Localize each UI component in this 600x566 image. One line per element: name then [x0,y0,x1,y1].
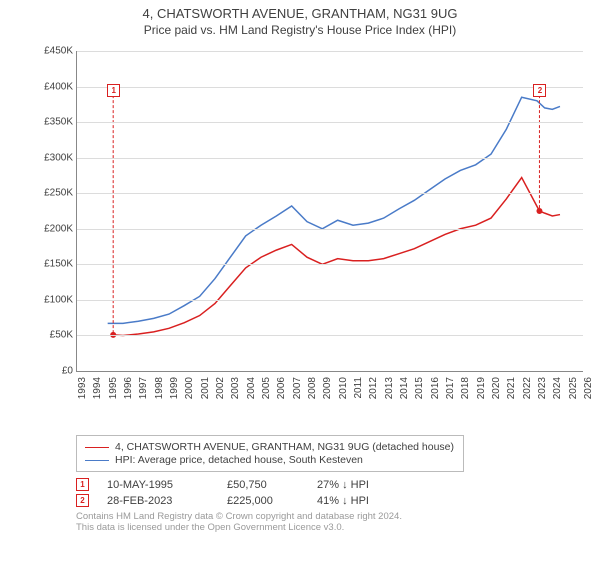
x-axis-label: 2018 [460,377,471,407]
transaction-delta: 41% ↓ HPI [317,495,417,507]
x-axis-label: 2016 [430,377,441,407]
x-axis-label: 2004 [246,377,257,407]
x-axis-label: 2023 [537,377,548,407]
x-axis-label: 2002 [215,377,226,407]
plot-region: £0£50K£100K£150K£200K£250K£300K£350K£400… [76,51,583,372]
x-axis-label: 2021 [506,377,517,407]
x-axis-label: 2020 [491,377,502,407]
x-axis-label: 2026 [583,377,594,407]
y-axis-label: £50K [35,330,73,341]
y-axis-label: £100K [35,294,73,305]
gridline [77,122,583,123]
y-axis-label: £0 [35,366,73,377]
gridline [77,335,583,336]
transaction-price: £50,750 [227,479,317,491]
legend-item: HPI: Average price, detached house, Sout… [85,454,455,466]
legend: 4, CHATSWORTH AVENUE, GRANTHAM, NG31 9UG… [76,435,464,472]
x-axis-label: 2019 [476,377,487,407]
marker-dot [536,208,542,214]
x-axis-label: 2010 [338,377,349,407]
gridline [77,51,583,52]
legend-label: 4, CHATSWORTH AVENUE, GRANTHAM, NG31 9UG… [115,441,454,453]
transaction-marker: 2 [76,494,89,507]
gridline [77,193,583,194]
x-axis-label: 1999 [169,377,180,407]
series-line-hpi [108,97,560,323]
x-axis-label: 1993 [77,377,88,407]
transaction-date: 28-FEB-2023 [107,495,227,507]
x-axis-label: 1996 [123,377,134,407]
x-axis-label: 2015 [414,377,425,407]
footer-line-1: Contains HM Land Registry data © Crown c… [76,511,600,522]
footer: Contains HM Land Registry data © Crown c… [76,511,600,534]
y-axis-label: £150K [35,259,73,270]
x-axis-label: 2000 [184,377,195,407]
x-axis-label: 1995 [108,377,119,407]
marker-box: 2 [533,84,546,97]
x-axis-label: 2005 [261,377,272,407]
transaction-marker: 1 [76,478,89,491]
legend-swatch [85,460,109,461]
x-axis-label: 2008 [307,377,318,407]
x-axis-label: 2003 [230,377,241,407]
marker-box: 1 [107,84,120,97]
x-axis-label: 2013 [384,377,395,407]
x-axis-label: 1994 [92,377,103,407]
legend-swatch [85,447,109,448]
y-axis-label: £400K [35,81,73,92]
x-axis-label: 2017 [445,377,456,407]
chart-container: 4, CHATSWORTH AVENUE, GRANTHAM, NG31 9UG… [0,6,600,566]
chart-area: £0 £50K £100K £150K £200K £250K £300K £350K £400… [36,41,596,401]
x-axis-label: 2024 [552,377,563,407]
x-axis-label: 2012 [368,377,379,407]
transaction-price: £225,000 [227,495,317,507]
x-axis-label: 2011 [353,377,364,407]
legend-item: 4, CHATSWORTH AVENUE, GRANTHAM, NG31 9UG… [85,441,455,453]
x-axis-label: 2022 [522,377,533,407]
gridline [77,264,583,265]
chart-subtitle: Price paid vs. HM Land Registry's House … [0,23,600,37]
transaction-row: 1 10-MAY-1995£50,75027% ↓ HPI [76,478,600,491]
gridline [77,229,583,230]
x-axis-label: 2001 [200,377,211,407]
y-axis-label: £200K [35,223,73,234]
x-axis-label: 1998 [154,377,165,407]
transaction-date: 10-MAY-1995 [107,479,227,491]
y-axis-label: £300K [35,152,73,163]
y-axis-label: £450K [35,46,73,57]
x-axis-label: 2009 [322,377,333,407]
x-axis-label: 2014 [399,377,410,407]
gridline [77,300,583,301]
transaction-row: 2 28-FEB-2023£225,00041% ↓ HPI [76,494,600,507]
y-axis-label: £350K [35,117,73,128]
x-axis-label: 1997 [138,377,149,407]
transaction-table: 1 10-MAY-1995£50,75027% ↓ HPI 2 28-FEB-2023… [76,478,600,507]
chart-svg [77,51,583,371]
x-axis-label: 2025 [568,377,579,407]
x-axis-label: 2007 [292,377,303,407]
series-line-property [113,178,560,336]
x-axis-label: 2006 [276,377,287,407]
legend-label: HPI: Average price, detached house, Sout… [115,454,363,466]
y-axis-label: £250K [35,188,73,199]
chart-title: 4, CHATSWORTH AVENUE, GRANTHAM, NG31 9UG [0,6,600,21]
gridline [77,87,583,88]
transaction-delta: 27% ↓ HPI [317,479,417,491]
footer-line-2: This data is licensed under the Open Gov… [76,522,600,533]
gridline [77,158,583,159]
